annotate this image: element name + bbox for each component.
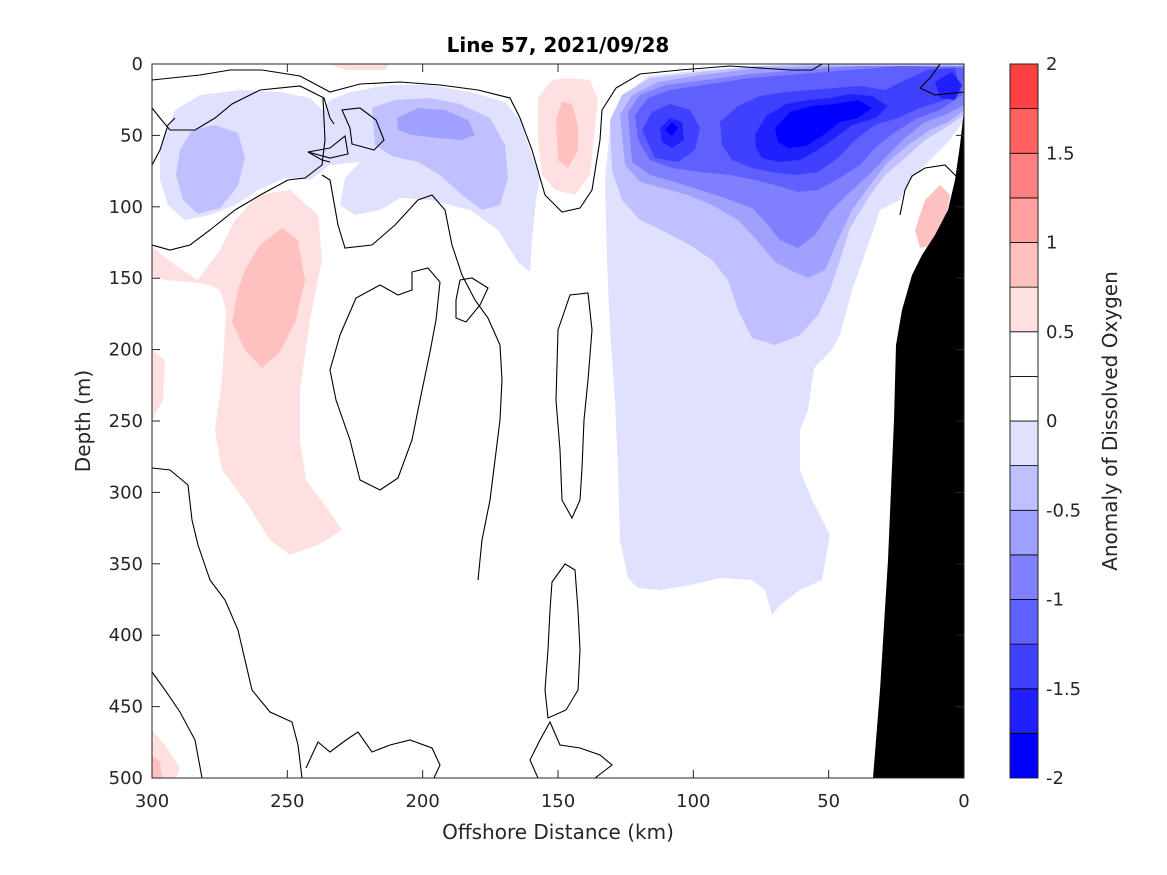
shelf-bottom-mask: [873, 110, 964, 778]
contour-fill-positive-core: [232, 228, 305, 368]
contour-fill-negative-offshore-core-3: [397, 108, 475, 140]
colorbar-swatch: [1009, 152, 1039, 199]
y-tick-label: 100: [109, 197, 143, 218]
zero-contour-lines: [152, 64, 964, 778]
y-tick-label: 200: [109, 340, 143, 361]
zero-contour-line: [899, 164, 959, 216]
colorbar-swatch: [1009, 465, 1039, 511]
zero-contour-line: [152, 117, 349, 166]
zero-contour-line: [321, 174, 503, 581]
y-tick-label: 150: [109, 268, 143, 289]
contour-fill-positive-bottom-left-core: [152, 755, 162, 778]
zero-contour-line: [152, 467, 441, 778]
colorbar-swatch: [1009, 688, 1039, 734]
y-tick-label: 400: [109, 625, 143, 646]
colorbar-swatch: [1009, 420, 1039, 467]
x-tick-label: 200: [405, 791, 439, 812]
zero-contour-line: [329, 267, 441, 491]
colorbar-tick-label: 0.5: [1046, 322, 1075, 343]
contour-fills: [152, 64, 964, 778]
x-tick-label: 50: [817, 791, 840, 812]
y-tick-label: 250: [109, 411, 143, 432]
contour-fill-positive-left: [152, 350, 165, 420]
zero-contour-line: [152, 85, 335, 251]
colorbar-label: Anomaly of Dissolved Oxygen: [1098, 271, 1122, 571]
contour-fill-positive-top: [328, 64, 390, 70]
zero-contour-line: [919, 64, 964, 96]
zero-contour-line: [544, 563, 581, 719]
contour-fill-negative-offshore-core: [176, 125, 245, 214]
colorbar-tick-label: 2: [1046, 54, 1057, 75]
zero-contour-line: [555, 292, 593, 520]
x-tick-label: 300: [135, 791, 169, 812]
colorbar-tick-label: -1.5: [1046, 679, 1081, 700]
y-axis-label: Depth (m): [71, 370, 95, 472]
x-tick-label: 100: [676, 791, 710, 812]
colorbar-swatch: [1009, 643, 1039, 690]
contour-fill-negative-nearshore-7: [665, 100, 872, 148]
chart-title: Line 57, 2021/09/28: [447, 33, 670, 57]
colorbar-swatch: [1009, 63, 1039, 110]
colorbar-tick-label: 1: [1046, 233, 1057, 254]
zero-contour-line: [307, 151, 331, 163]
colorbar-tick-label: 0: [1046, 411, 1057, 432]
colorbar-tick-label: -2: [1046, 768, 1064, 789]
y-tick-label: 450: [109, 697, 143, 718]
colorbar-tick-label: 1.5: [1046, 143, 1075, 164]
colorbar: 2 1.5 1 0.5 0 -0.5 -1 -1.5 -2: [1009, 54, 1081, 789]
zero-contour-line: [152, 671, 203, 778]
y-tick-label: 500: [109, 768, 143, 789]
colorbar-swatch: [1009, 554, 1039, 600]
colorbar-tick-label: -0.5: [1046, 500, 1081, 521]
x-axis: 300 250 200 150 100 50 0: [135, 64, 970, 812]
zero-contour-line: [152, 64, 823, 213]
colorbar-swatch: [1009, 286, 1039, 333]
zero-contour-line: [455, 277, 489, 323]
x-tick-label: 250: [270, 791, 304, 812]
x-tick-label: 150: [541, 791, 575, 812]
colorbar-swatch: [1009, 732, 1039, 779]
zero-contour-line: [529, 720, 613, 778]
x-axis-label: Offshore Distance (km): [442, 820, 674, 844]
contour-fill-positive-mid-core: [556, 102, 578, 168]
colorbar-swatch: [1009, 375, 1039, 422]
colorbar-swatch: [1009, 509, 1039, 556]
x-tick-label: 0: [958, 791, 969, 812]
colorbar-tick-label: -1: [1046, 590, 1064, 611]
zero-contour-line: [341, 107, 385, 151]
colorbar-swatch: [1009, 331, 1039, 377]
colorbar-swatch: [1009, 197, 1039, 243]
y-tick-label: 50: [120, 125, 143, 146]
y-tick-label: 350: [109, 554, 143, 575]
colorbar-swatch: [1009, 599, 1039, 645]
y-tick-label: 300: [109, 482, 143, 503]
colorbar-frame: [1009, 63, 1039, 779]
colorbar-swatch: [1009, 242, 1039, 288]
y-axis: 0 50 100 150 200 250 300 350 400 450 500: [109, 54, 964, 789]
y-tick-label: 0: [132, 54, 143, 75]
colorbar-swatch: [1009, 108, 1039, 154]
